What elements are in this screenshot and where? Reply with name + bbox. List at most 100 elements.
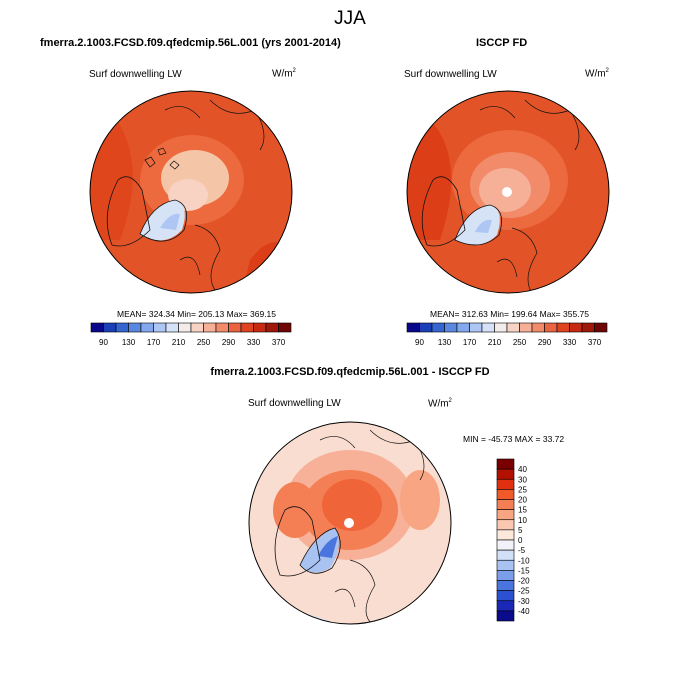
colorbar-swatch (496, 539, 515, 551)
colorbar-swatch (556, 322, 570, 333)
greenland-low-lw-obs (455, 205, 500, 245)
pole-hole-icon (502, 187, 512, 197)
colorbar-tick-label: -25 (518, 587, 530, 596)
colorbar-swatch (569, 322, 583, 333)
colorbar-swatch (496, 489, 515, 500)
colorbar-swatch (253, 322, 267, 333)
colorbar-swatch (496, 478, 515, 490)
colorbar-swatch (581, 322, 595, 333)
colorbar-tick-label: 290 (538, 338, 552, 347)
colorbar-tick-label: 210 (172, 338, 186, 347)
colorbar-swatch (419, 322, 433, 333)
colorbar-swatch (496, 499, 515, 510)
diff-polar-map (249, 422, 451, 624)
colorbar-swatch (431, 322, 445, 333)
colorbar-swatch (496, 600, 515, 612)
colorbar-swatch (128, 322, 142, 333)
colorbar-tick-label: 290 (222, 338, 236, 347)
colorbar-swatch (215, 322, 229, 333)
colorbar-swatch (496, 529, 515, 541)
colorbar-swatch (203, 322, 217, 333)
colorbar-tick-label: 15 (518, 506, 527, 515)
colorbar-swatch (228, 322, 242, 333)
model-stats: MEAN= 324.34 Min= 205.13 Max= 369.15 (117, 309, 277, 319)
colorbar-swatch (496, 519, 515, 531)
colorbar-swatch (444, 322, 458, 333)
colorbar-swatch (496, 549, 515, 561)
greenland-low-lw (140, 200, 185, 241)
colorbar-tick-label: -30 (518, 597, 530, 606)
colorbar-tick-label: -40 (518, 607, 530, 616)
colorbar-swatch (481, 322, 495, 333)
model-variable-label: Surf downwelling LW (89, 69, 182, 80)
colorbar-tick-label: 250 (197, 338, 211, 347)
diff-variable-label: Surf downwelling LW (248, 398, 341, 409)
model-colorbar: 90 130 170 210 250 290 330 370 (90, 322, 292, 347)
colorbar-tick-label: 25 (518, 485, 527, 494)
colorbar-tick-label: 130 (122, 338, 136, 347)
coastline-icon (106, 176, 151, 247)
colorbar-swatch (190, 322, 204, 333)
colorbar-swatch (594, 322, 608, 333)
colorbar-tick-label: 20 (518, 496, 527, 505)
colorbar-swatch (469, 322, 483, 333)
colorbar-tick-label: 90 (99, 338, 108, 347)
obs-variable-label: Surf downwelling LW (404, 69, 497, 80)
colorbar-swatch (506, 322, 520, 333)
colorbar-swatch (406, 322, 420, 333)
model-units: W/m2 (272, 68, 296, 80)
colorbar-swatch (496, 458, 515, 470)
colorbar-swatch (265, 322, 279, 333)
colorbar-tick-label: 90 (415, 338, 424, 347)
colorbar-tick-label: 10 (518, 516, 527, 525)
obs-units: W/m2 (585, 68, 609, 80)
colorbar-tick-label: 330 (247, 338, 261, 347)
colorbar-swatch (496, 509, 515, 521)
diff-stats: MIN = -45.73 MAX = 33.72 (463, 434, 565, 444)
colorbar-tick-label: -20 (518, 577, 530, 586)
colorbar-tick-label: 210 (488, 338, 502, 347)
colorbar-swatch (178, 322, 192, 333)
colorbar-tick-label: -15 (518, 566, 530, 575)
colorbar-swatch (531, 322, 545, 333)
colorbar-swatch (494, 322, 508, 333)
colorbar-swatch (496, 590, 515, 602)
colorbar-tick-label: 40 (518, 465, 527, 474)
colorbar-tick-label: 30 (518, 475, 527, 484)
colorbar-swatch (496, 580, 515, 591)
colorbar-swatch (496, 610, 515, 622)
colorbar-swatch (140, 322, 154, 333)
colorbar-tick-label: 330 (563, 338, 577, 347)
colorbar-tick-label: 370 (272, 338, 286, 347)
colorbar-swatch (153, 322, 167, 333)
colorbar-swatch (519, 322, 533, 333)
colorbar-swatch (103, 322, 117, 333)
colorbar-swatch (544, 322, 558, 333)
colorbar-swatch (240, 322, 254, 333)
panel-diff-heading: fmerra.2.1003.FCSD.f09.qfedcmip.56L.001 … (210, 366, 490, 378)
obs-polar-map (407, 91, 609, 293)
colorbar-tick-label: 370 (588, 338, 602, 347)
colorbar-swatch (165, 322, 179, 333)
colorbar-tick-label: 170 (147, 338, 161, 347)
colorbar-tick-label: 250 (513, 338, 527, 347)
page-title: JJA (334, 8, 366, 29)
colorbar-tick-label: -5 (518, 546, 526, 555)
colorbar-tick-label: 170 (463, 338, 477, 347)
colorbar-swatch (496, 570, 515, 581)
obs-colorbar: 90 130 170 210 250 290 330 370 (406, 322, 608, 347)
colorbar-swatch (496, 559, 515, 571)
panel-obs-heading: ISCCP FD (476, 37, 528, 49)
greenland-negative-bias (300, 528, 339, 573)
colorbar-swatch (90, 322, 104, 333)
panel-model-heading: fmerra.2.1003.FCSD.f09.qfedcmip.56L.001 … (40, 37, 341, 49)
colorbar-tick-label: 0 (518, 536, 523, 545)
diff-units: W/m2 (428, 398, 452, 410)
colorbar-swatch (496, 468, 515, 480)
colorbar-tick-label: 5 (518, 526, 523, 535)
colorbar-swatch (115, 322, 129, 333)
obs-stats: MEAN= 312.63 Min= 199.64 Max= 355.75 (430, 309, 590, 319)
model-polar-map (90, 91, 292, 293)
